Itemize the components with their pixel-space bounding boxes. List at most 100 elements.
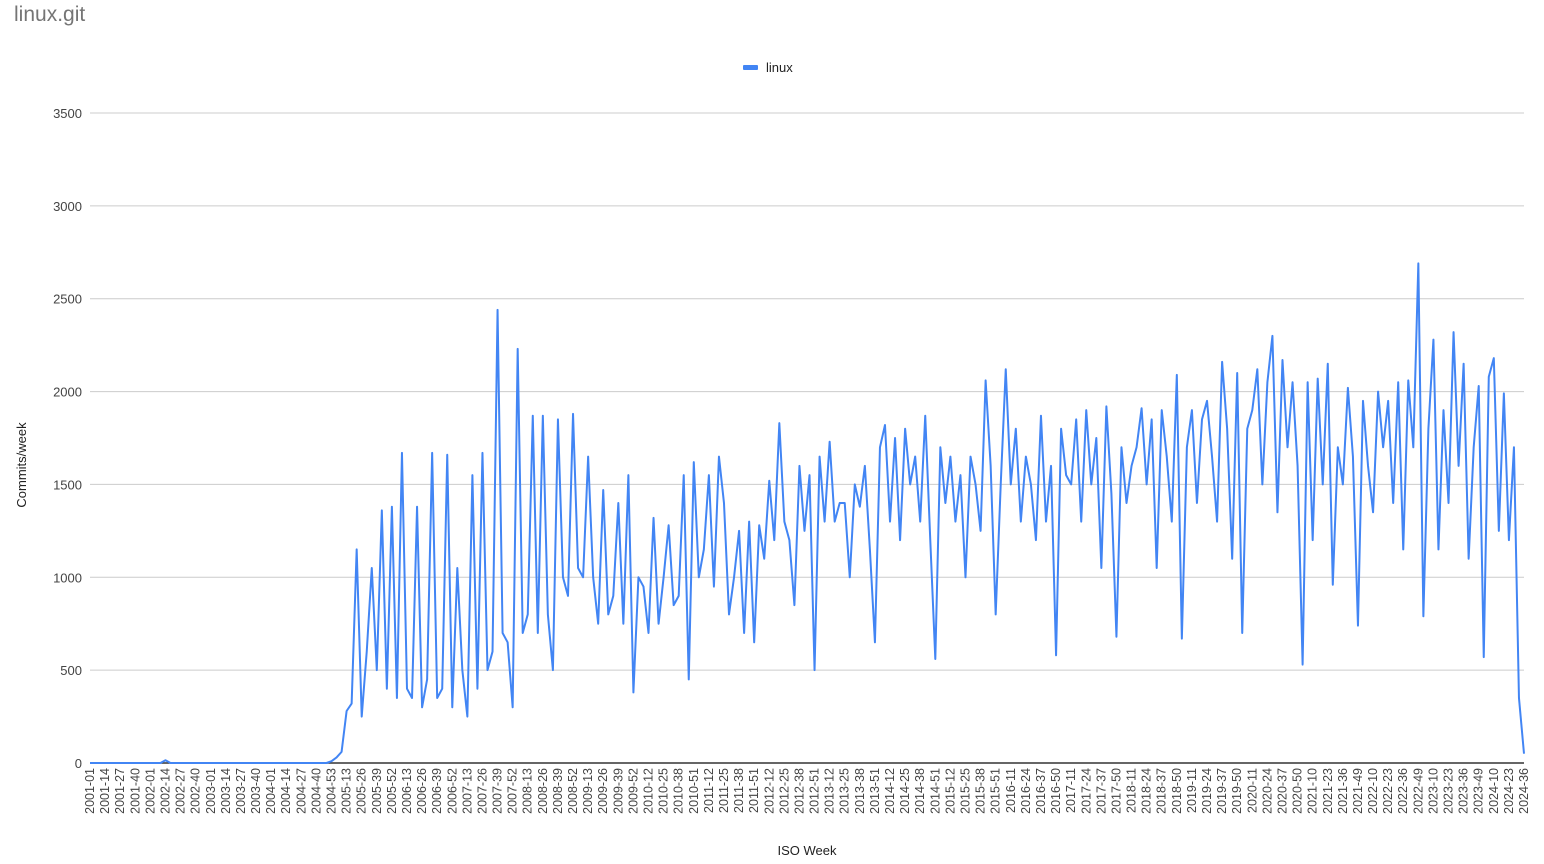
x-tick-label: 2005-39 <box>370 768 384 814</box>
x-tick-label: 2001-27 <box>113 768 127 814</box>
x-tick-label: 2007-26 <box>475 768 489 814</box>
y-tick-label: 0 <box>75 756 82 771</box>
x-tick-label: 2014-25 <box>898 768 912 814</box>
x-tick-label: 2011-38 <box>732 768 746 813</box>
x-tick-label: 2007-13 <box>460 768 474 814</box>
x-tick-label: 2010-12 <box>642 768 656 814</box>
x-tick-label: 2017-24 <box>1079 768 1093 814</box>
x-tick-label: 2001-40 <box>128 768 142 814</box>
y-tick-label: 1000 <box>53 570 82 585</box>
x-tick-label: 2004-27 <box>294 768 308 814</box>
x-tick-label: 2009-13 <box>581 768 595 814</box>
x-tick-label: 2008-52 <box>566 768 580 814</box>
x-tick-label: 2004-14 <box>279 768 293 814</box>
x-tick-label: 2021-36 <box>1336 768 1350 814</box>
x-tick-label: 2007-52 <box>506 768 520 814</box>
x-tick-label: 2019-37 <box>1215 768 1229 814</box>
x-tick-label: 2017-50 <box>1109 768 1123 814</box>
x-tick-label: 2013-51 <box>868 768 882 814</box>
x-tick-label: 2005-26 <box>355 768 369 814</box>
y-tick-label: 2000 <box>53 385 82 400</box>
x-tick-label: 2021-49 <box>1351 768 1365 814</box>
x-tick-label: 2011-51 <box>747 768 761 813</box>
x-tick-label: 2018-11 <box>1125 768 1139 813</box>
x-tick-label: 2004-01 <box>264 768 278 814</box>
x-tick-label: 2015-25 <box>958 768 972 814</box>
legend-label-linux: linux <box>766 60 793 75</box>
x-tick-label: 2001-01 <box>83 768 97 814</box>
x-axis-ticks: 2001-01 2001-14 2001-27 2001-40 2002-01 2002-… <box>83 768 1531 814</box>
x-tick-label: 2023-49 <box>1472 768 1486 814</box>
x-tick-label: 2014-51 <box>928 768 942 814</box>
x-tick-label: 2022-36 <box>1396 768 1410 814</box>
x-tick-label: 2012-51 <box>808 768 822 814</box>
series-layer <box>90 262 1525 764</box>
x-tick-label: 2002-27 <box>174 768 188 814</box>
x-tick-label: 2019-11 <box>1185 768 1199 813</box>
x-tick-label: 2023-23 <box>1442 768 1456 814</box>
legend[interactable]: linux <box>743 60 793 75</box>
x-tick-label: 2012-25 <box>777 768 791 814</box>
x-tick-label: 2013-12 <box>823 768 837 814</box>
x-tick-label: 2013-25 <box>838 768 852 814</box>
x-tick-label: 2020-11 <box>1245 768 1259 813</box>
x-tick-label: 2014-38 <box>913 768 927 814</box>
x-tick-label: 2019-24 <box>1200 768 1214 814</box>
x-tick-label: 2006-52 <box>445 768 459 814</box>
x-tick-label: 2002-40 <box>189 768 203 814</box>
y-axis-ticks: 0 500 1000 1500 2000 2500 3000 3500 <box>53 106 82 771</box>
x-tick-label: 2009-39 <box>611 768 625 814</box>
x-tick-label: 2020-50 <box>1291 768 1305 814</box>
gridlines <box>90 112 1524 764</box>
x-tick-label: 2003-01 <box>204 768 218 814</box>
y-tick-label: 500 <box>60 663 82 678</box>
x-tick-label: 2022-49 <box>1411 768 1425 814</box>
x-tick-label: 2022-23 <box>1381 768 1395 814</box>
x-tick-label: 2009-52 <box>626 768 640 814</box>
x-tick-label: 2006-26 <box>415 768 429 814</box>
x-tick-label: 2018-24 <box>1140 768 1154 814</box>
x-tick-label: 2011-25 <box>717 768 731 813</box>
x-tick-label: 2002-14 <box>158 768 172 814</box>
x-tick-label: 2008-39 <box>551 768 565 814</box>
x-tick-label: 2003-14 <box>219 768 233 814</box>
x-tick-label: 2010-38 <box>672 768 686 814</box>
series-line-linux[interactable] <box>90 262 1525 764</box>
x-tick-label: 2012-12 <box>762 768 776 814</box>
y-tick-label: 1500 <box>53 477 82 492</box>
x-tick-label: 2016-37 <box>1034 768 1048 814</box>
x-tick-label: 2008-13 <box>521 768 535 814</box>
x-tick-label: 2004-40 <box>309 768 323 814</box>
x-tick-label: 2023-10 <box>1426 768 1440 814</box>
x-tick-label: 2002-01 <box>143 768 157 814</box>
legend-swatch-linux <box>743 65 758 70</box>
y-axis-title: Commits/week <box>14 422 29 508</box>
x-tick-label: 2003-40 <box>249 768 263 814</box>
x-tick-label: 2020-24 <box>1260 768 1274 814</box>
x-tick-label: 2021-23 <box>1321 768 1335 814</box>
x-tick-label: 2003-27 <box>234 768 248 814</box>
y-tick-label: 2500 <box>53 292 82 307</box>
x-tick-label: 2009-26 <box>596 768 610 814</box>
y-tick-label: 3000 <box>53 199 82 214</box>
x-tick-label: 2013-38 <box>853 768 867 814</box>
x-tick-label: 2005-52 <box>385 768 399 814</box>
y-tick-label: 3500 <box>53 106 82 121</box>
x-tick-label: 2010-25 <box>657 768 671 814</box>
x-tick-label: 2015-51 <box>989 768 1003 814</box>
x-tick-label: 2019-50 <box>1230 768 1244 814</box>
x-tick-label: 2020-37 <box>1275 768 1289 814</box>
x-tick-label: 2016-50 <box>1049 768 1063 814</box>
x-tick-label: 2007-39 <box>491 768 505 814</box>
x-tick-label: 2015-38 <box>974 768 988 814</box>
x-tick-label: 2015-12 <box>943 768 957 814</box>
x-tick-label: 2017-11 <box>1064 768 1078 813</box>
x-tick-label: 2011-12 <box>702 768 716 813</box>
x-tick-label: 2018-50 <box>1170 768 1184 814</box>
chart-title: linux.git <box>14 3 86 26</box>
x-tick-label: 2024-36 <box>1517 768 1531 814</box>
x-tick-label: 2004-53 <box>325 768 339 814</box>
x-tick-label: 2006-39 <box>430 768 444 814</box>
x-tick-label: 2016-11 <box>1004 768 1018 813</box>
